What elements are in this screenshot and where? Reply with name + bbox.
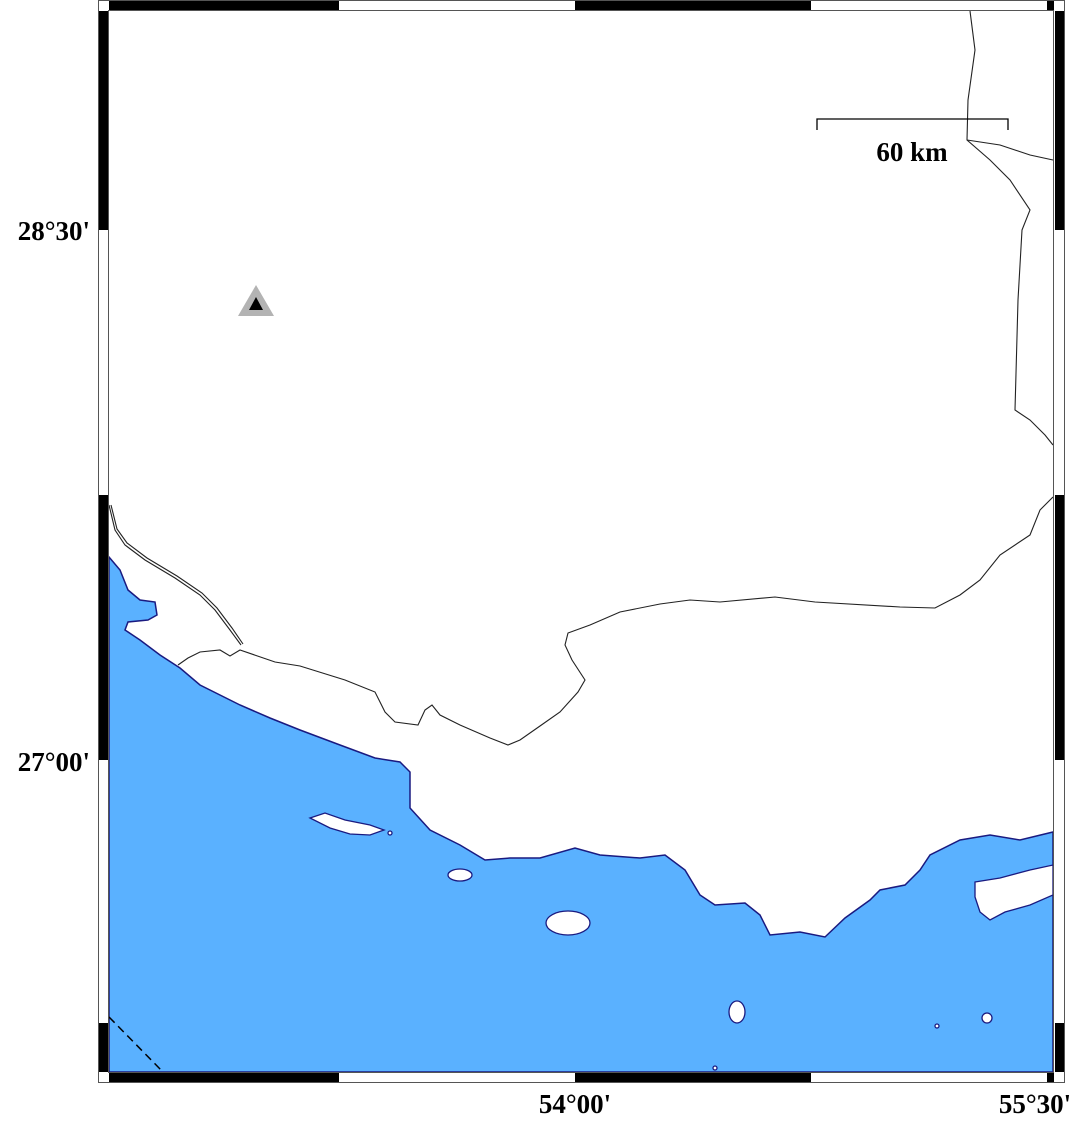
island [981, 1012, 993, 1024]
border-line [177, 496, 1054, 746]
lon-label: 55°30' [999, 1089, 1071, 1119]
island [308, 812, 386, 836]
borders [108, 10, 1054, 1073]
border-line [966, 10, 1054, 446]
island [545, 910, 591, 936]
island [974, 864, 1054, 921]
lon-label: 54°00' [539, 1089, 611, 1119]
border-line [966, 139, 1054, 161]
lat-label: 28°30' [18, 216, 90, 246]
sea-area [108, 554, 1054, 1073]
scale-bar-label: 60 km [876, 137, 948, 167]
island [387, 830, 393, 836]
island [728, 1000, 746, 1024]
border-line [110, 504, 244, 645]
map-frame [98, 0, 1065, 1083]
station-triangle-icon[interactable] [238, 285, 274, 316]
island [712, 1065, 718, 1071]
islands [308, 812, 1054, 1071]
scale-bar: 60 km [816, 118, 1009, 167]
island [447, 868, 473, 882]
island [934, 1023, 940, 1029]
lat-label: 27°00' [18, 747, 90, 777]
border-line [108, 504, 242, 646]
